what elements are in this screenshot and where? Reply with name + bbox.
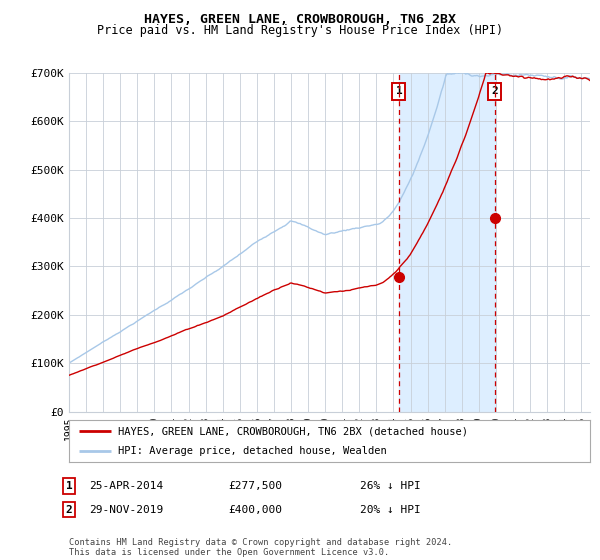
- Text: HAYES, GREEN LANE, CROWBOROUGH, TN6 2BX (detached house): HAYES, GREEN LANE, CROWBOROUGH, TN6 2BX …: [118, 426, 469, 436]
- Text: 1: 1: [65, 481, 73, 491]
- Text: 29-NOV-2019: 29-NOV-2019: [89, 505, 163, 515]
- Text: 20% ↓ HPI: 20% ↓ HPI: [360, 505, 421, 515]
- Text: 25-APR-2014: 25-APR-2014: [89, 481, 163, 491]
- Text: 2: 2: [65, 505, 73, 515]
- Text: £277,500: £277,500: [228, 481, 282, 491]
- Bar: [399, 73, 494, 412]
- Text: HPI: Average price, detached house, Wealden: HPI: Average price, detached house, Weal…: [118, 446, 387, 456]
- Text: Contains HM Land Registry data © Crown copyright and database right 2024.
This d: Contains HM Land Registry data © Crown c…: [69, 538, 452, 557]
- Text: Price paid vs. HM Land Registry's House Price Index (HPI): Price paid vs. HM Land Registry's House …: [97, 24, 503, 37]
- Text: 26% ↓ HPI: 26% ↓ HPI: [360, 481, 421, 491]
- Text: 2: 2: [491, 86, 498, 96]
- Text: HAYES, GREEN LANE, CROWBOROUGH, TN6 2BX: HAYES, GREEN LANE, CROWBOROUGH, TN6 2BX: [144, 13, 456, 26]
- Text: 1: 1: [395, 86, 402, 96]
- Text: £400,000: £400,000: [228, 505, 282, 515]
